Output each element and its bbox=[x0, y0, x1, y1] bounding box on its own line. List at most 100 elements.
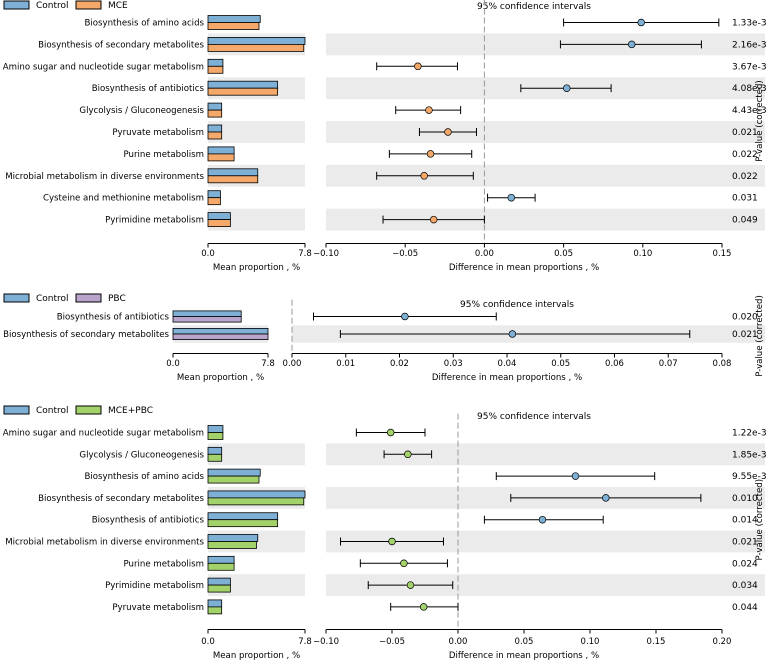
legend-label-treatment: MCE+PBC bbox=[108, 406, 153, 416]
legend-swatch-treatment bbox=[75, 293, 102, 303]
bar-control bbox=[207, 212, 231, 221]
diff-point bbox=[406, 581, 415, 589]
p-value: 2.16e-3 bbox=[732, 40, 767, 50]
bar-treatment bbox=[207, 87, 279, 96]
bar-treatment bbox=[207, 131, 223, 140]
p-value: 0.049 bbox=[732, 216, 758, 226]
p-value: 0.010 bbox=[732, 494, 758, 504]
bar-control bbox=[207, 190, 221, 199]
diff-point bbox=[419, 603, 428, 611]
diff-tick-label: −0.05 bbox=[392, 249, 418, 259]
bar-control bbox=[207, 425, 224, 433]
bar-treatment bbox=[207, 606, 223, 615]
bar-control bbox=[207, 555, 235, 564]
mean-axis-label: Mean proportion , % bbox=[213, 263, 300, 273]
bar-control bbox=[207, 512, 279, 521]
mean-tick-label: 0.0 bbox=[201, 637, 215, 647]
pathway-label: Amino sugar and nucleotide sugar metabol… bbox=[3, 62, 204, 72]
pathway-label: Biosynthesis of antibiotics bbox=[57, 313, 170, 323]
panel-3: Control MCE+PBC 95% confidence intervals Am… bbox=[3, 405, 767, 661]
diff-point bbox=[508, 330, 517, 338]
bar-treatment bbox=[172, 333, 269, 340]
p-value-axis-label: P-value (corrected) bbox=[755, 295, 765, 377]
bar-control bbox=[207, 102, 223, 111]
diff-tick-label: 0.02 bbox=[390, 359, 409, 369]
mean-tick-label: 7.8 bbox=[261, 359, 275, 369]
diff-point bbox=[444, 128, 452, 136]
pathway-label: Purine metabolism bbox=[124, 559, 205, 569]
bar-treatment bbox=[207, 497, 305, 506]
diff-point bbox=[571, 472, 580, 480]
row-stripe-diff bbox=[326, 164, 765, 187]
p-value: 0.021 bbox=[732, 330, 758, 340]
bar-control bbox=[172, 327, 269, 335]
p-value: 0.034 bbox=[732, 581, 758, 591]
mean-axis-label: Mean proportion , % bbox=[213, 651, 300, 661]
mean-axis-label: Mean proportion , % bbox=[177, 373, 264, 383]
p-value: 1.85e-3 bbox=[732, 450, 767, 460]
row-stripe-mean bbox=[208, 574, 305, 596]
p-value: 0.031 bbox=[732, 194, 758, 204]
legend-swatch-control bbox=[3, 293, 30, 303]
p-value: 1.33e-3 bbox=[732, 19, 767, 29]
bar-treatment bbox=[207, 475, 260, 484]
bar-control bbox=[207, 58, 224, 67]
diff-point bbox=[388, 537, 396, 546]
bar-control bbox=[207, 446, 223, 455]
diff-tick-label: 0.05 bbox=[515, 637, 534, 647]
diff-point bbox=[538, 515, 547, 524]
legend-swatch-treatment bbox=[75, 405, 102, 415]
bar-control bbox=[207, 490, 306, 499]
bar-treatment bbox=[207, 453, 223, 462]
diff-tick-label: −0.10 bbox=[313, 637, 339, 647]
bar-control bbox=[207, 15, 261, 23]
p-value: 3.67e-3 bbox=[732, 62, 767, 72]
mean-tick-label: 7.8 bbox=[298, 637, 312, 647]
p-value: 4.08e-3 bbox=[732, 84, 767, 94]
diff-point bbox=[386, 428, 395, 437]
panel-1: Control MCE 95% confidence intervals Biosyn… bbox=[3, 0, 767, 273]
p-value: 1.22e-3 bbox=[732, 429, 767, 439]
row-stripe-mean bbox=[208, 121, 305, 143]
row-stripe-diff bbox=[326, 574, 765, 596]
diff-axis-label: Difference in mean proportions , % bbox=[449, 263, 599, 273]
row-stripe-mean bbox=[208, 208, 305, 231]
bar-treatment bbox=[207, 44, 305, 52]
diff-point bbox=[637, 18, 645, 27]
p-value-axis-label: P-value (corrected) bbox=[755, 80, 765, 162]
diff-tick-label: 0.15 bbox=[713, 249, 732, 259]
diff-point bbox=[429, 215, 438, 224]
diff-tick-label: 0.03 bbox=[444, 359, 463, 369]
bar-control bbox=[207, 577, 231, 586]
diff-tick-label: 0.07 bbox=[659, 359, 678, 369]
diff-tick-label: 0.05 bbox=[551, 359, 570, 369]
diff-tick-label: −0.10 bbox=[313, 249, 339, 259]
diff-point bbox=[602, 494, 610, 502]
p-value: 0.024 bbox=[732, 559, 758, 569]
diff-point bbox=[401, 312, 409, 321]
legend-swatch-control bbox=[3, 0, 30, 10]
diff-tick-label: 0.10 bbox=[581, 637, 600, 647]
row-stripe-diff bbox=[326, 443, 765, 466]
legend-label-control: Control bbox=[36, 294, 69, 304]
row-stripe-diff bbox=[326, 33, 765, 56]
diff-tick-label: 0.00 bbox=[475, 249, 494, 259]
diff-tick-label: 0.01 bbox=[336, 359, 355, 369]
pathway-label: Microbial metabolism in diverse environm… bbox=[5, 172, 204, 182]
p-value: 0.022 bbox=[732, 150, 758, 160]
pathway-label: Cysteine and methionine metabolism bbox=[43, 194, 204, 204]
diff-point bbox=[627, 40, 636, 49]
diff-point bbox=[507, 193, 516, 202]
p-value: 0.044 bbox=[732, 603, 758, 613]
pathway-label: Biosynthesis of secondary metabolites bbox=[38, 40, 204, 50]
bar-control bbox=[207, 146, 235, 155]
row-stripe-diff bbox=[326, 530, 765, 553]
ci-title: 95% confidence intervals bbox=[477, 412, 591, 422]
diff-tick-label: 0.10 bbox=[633, 249, 652, 259]
bar-treatment bbox=[207, 153, 235, 162]
bar-treatment bbox=[207, 175, 259, 184]
pathway-label: Pyrimidine metabolism bbox=[105, 216, 204, 226]
bar-control bbox=[207, 124, 223, 133]
bar-control bbox=[207, 468, 261, 477]
